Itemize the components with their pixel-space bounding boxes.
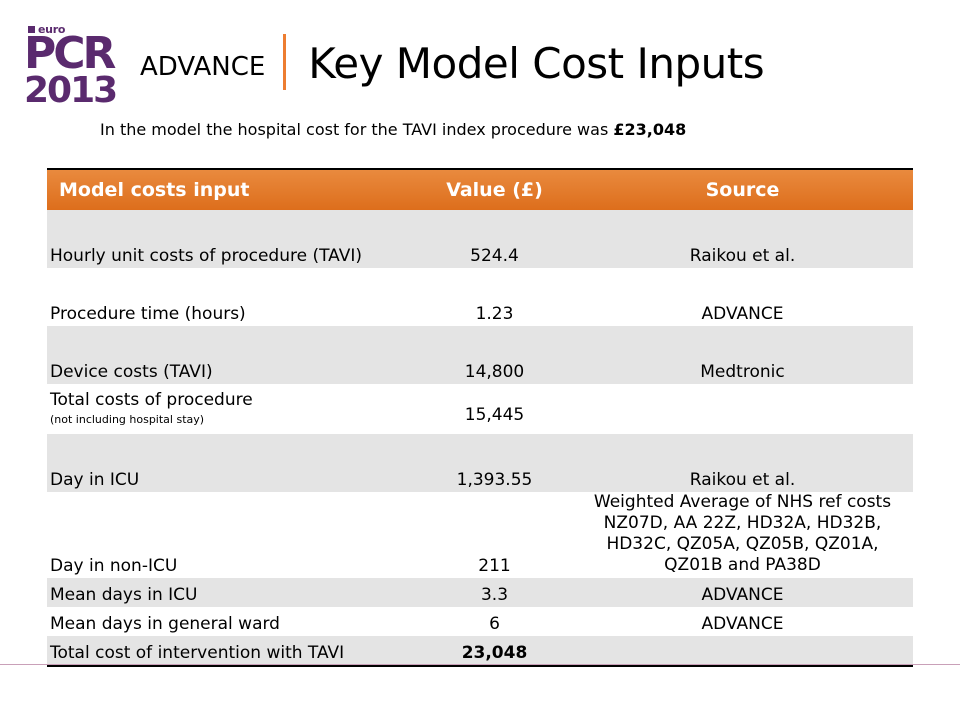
table-row: Day in ICU 1,393.55 Raikou et al. <box>47 434 913 492</box>
table-header-row: Model costs input Value (£) Source <box>47 168 913 210</box>
logo-pcr-text: PCR <box>24 28 116 79</box>
row-input: Day in non-ICU <box>50 556 178 576</box>
row-source: ADVANCE <box>701 614 784 634</box>
row-value: 1,393.55 <box>417 434 572 492</box>
title-divider <box>283 34 287 90</box>
row-value: 14,800 <box>417 326 572 384</box>
header-source: Source <box>572 168 913 210</box>
cost-inputs-table: Model costs input Value (£) Source Hourl… <box>47 168 913 667</box>
row-input: Day in ICU <box>47 434 417 492</box>
table-row: Total costs of procedure (not including … <box>47 384 913 434</box>
page-title: Key Model Cost Inputs <box>308 39 765 88</box>
row-value: 6 <box>489 614 500 634</box>
table-row: Mean days in general ward 6 ADVANCE <box>47 607 913 636</box>
row-source: Raikou et al. <box>572 434 913 492</box>
logo-euro-text: euro <box>38 22 66 36</box>
row-source: Weighted Average of NHS ref costs NZ07D,… <box>593 492 892 575</box>
table-row-total: Total cost of intervention with TAVI 23,… <box>47 636 913 667</box>
table-row: Device costs (TAVI) 14,800 Medtronic <box>47 326 913 384</box>
row-input: Hourly unit costs of procedure (TAVI) <box>47 210 417 268</box>
footer-divider <box>0 664 960 665</box>
subtitle-text: In the model the hospital cost for the T… <box>100 120 614 139</box>
row-source: Medtronic <box>572 326 913 384</box>
subtitle: In the model the hospital cost for the T… <box>100 120 686 139</box>
row-value: 23,048 <box>417 636 572 667</box>
table-row: Procedure time (hours) 1.23 ADVANCE <box>47 268 913 326</box>
row-input-cell: Total costs of procedure (not including … <box>47 384 417 434</box>
row-value: 15,445 <box>464 405 525 425</box>
row-source: Raikou et al. <box>572 210 913 268</box>
table-row: Hourly unit costs of procedure (TAVI) 52… <box>47 210 913 268</box>
header-value: Value (£) <box>417 168 572 210</box>
logo-euro-row: euro <box>28 22 65 36</box>
row-value: 1.23 <box>475 304 514 324</box>
logo-square-icon <box>28 25 35 33</box>
row-value: 211 <box>478 556 511 576</box>
subtitle-amount: £23,048 <box>613 120 687 139</box>
table-row: Day in non-ICU 211 Weighted Average of N… <box>47 492 913 578</box>
row-input: Procedure time (hours) <box>50 304 246 324</box>
europcr-2013-logo: euro PCR 2013 <box>24 22 120 110</box>
row-input: Mean days in ICU <box>47 578 417 607</box>
row-input: Total cost of intervention with TAVI <box>47 636 417 667</box>
row-input: Device costs (TAVI) <box>47 326 417 384</box>
row-source: ADVANCE <box>701 304 784 324</box>
row-input-note: (not including hospital stay) <box>50 413 205 426</box>
row-value: 3.3 <box>417 578 572 607</box>
table-row: Mean days in ICU 3.3 ADVANCE <box>47 578 913 607</box>
row-source <box>572 384 913 434</box>
logo-year-text: 2013 <box>24 70 118 111</box>
row-value: 524.4 <box>417 210 572 268</box>
row-input: Total costs of procedure <box>50 390 253 410</box>
row-input: Mean days in general ward <box>50 614 280 634</box>
title-prefix: ADVANCE <box>140 52 266 82</box>
slide-title: ADVANCE Key Model Cost Inputs <box>140 28 765 90</box>
header-model-costs-input: Model costs input <box>47 168 417 210</box>
row-source: ADVANCE <box>572 578 913 607</box>
row-source <box>572 636 913 667</box>
